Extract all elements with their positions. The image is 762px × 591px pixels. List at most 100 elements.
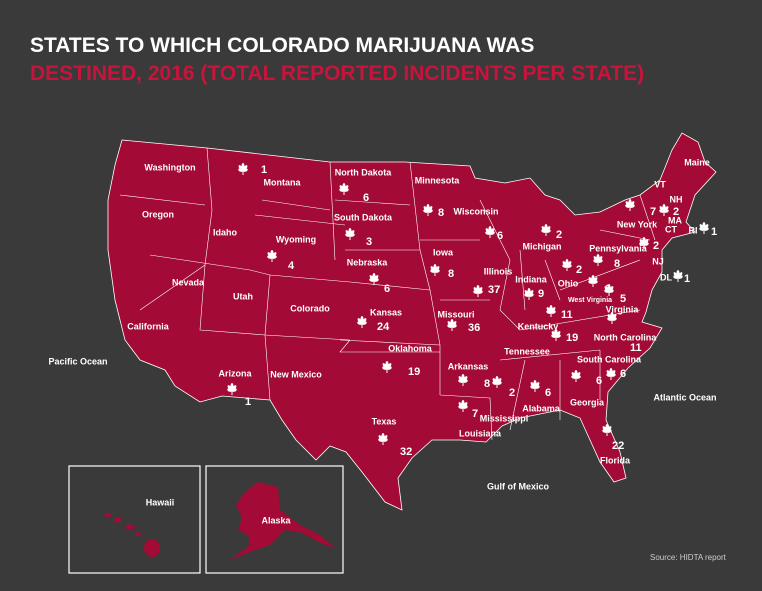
leaf-icon xyxy=(530,380,540,392)
source: Source: HIDTA report xyxy=(650,553,727,562)
state-count: 7 xyxy=(650,206,656,218)
state-count: 2 xyxy=(556,229,562,241)
leaf-blade xyxy=(550,310,556,314)
state-name: Alaska xyxy=(261,515,291,525)
state-count: 2 xyxy=(653,240,659,252)
state-name: North Dakota xyxy=(335,167,392,177)
hawaii-shape xyxy=(104,513,160,557)
state-name: Texas xyxy=(372,416,397,426)
leaf-blade xyxy=(434,269,440,273)
state-name: Illinois xyxy=(484,266,513,276)
state-borders xyxy=(119,147,656,441)
leaf-blade xyxy=(343,188,349,192)
state-name: Missouri xyxy=(437,309,474,319)
leaf-blade xyxy=(382,438,388,442)
leaf-icon xyxy=(541,224,551,236)
state-name: Tennessee xyxy=(504,346,550,356)
state-name: Georgia xyxy=(570,397,605,407)
state-name: Oregon xyxy=(142,209,174,219)
state-name: DL xyxy=(660,272,672,282)
state-count: 2 xyxy=(576,264,582,276)
state-name: Minnesota xyxy=(415,175,460,185)
state-name: Maine xyxy=(684,157,710,167)
state-count: 8 xyxy=(484,378,490,390)
leaf-blade xyxy=(555,334,561,338)
leaf-icon xyxy=(492,376,502,388)
leaf-blade xyxy=(462,379,468,383)
state-name: Iowa xyxy=(433,247,454,257)
leaf-blade xyxy=(677,275,683,279)
state-count: 6 xyxy=(545,387,551,399)
alaska-shape xyxy=(230,482,335,560)
state-name: New York xyxy=(617,219,658,229)
leaf-blade xyxy=(592,280,598,284)
leaf-blade xyxy=(643,242,649,246)
leaf-icon xyxy=(551,329,561,341)
leaf-blade xyxy=(386,366,392,370)
state-name: Wyoming xyxy=(276,234,316,244)
state-name: Colorado xyxy=(290,303,330,313)
state-count: 9 xyxy=(538,288,544,300)
leaf-blade xyxy=(611,317,617,321)
leaf-icon xyxy=(458,400,468,412)
leaf-blade xyxy=(703,227,709,231)
state-name: Pennsylvania xyxy=(589,243,648,253)
state-name: California xyxy=(127,321,170,331)
state-count: 11 xyxy=(561,309,573,321)
state-count: 6 xyxy=(497,230,503,242)
state-count: 1 xyxy=(261,164,267,176)
leaf-icon xyxy=(238,163,248,175)
title-line2: DESTINED, 2016 (TOTAL REPORTED INCIDENTS… xyxy=(30,62,644,85)
state-count: 1 xyxy=(684,273,690,285)
state-name: VT xyxy=(654,179,666,189)
state-count: 6 xyxy=(363,192,369,204)
leaf-icon xyxy=(473,285,483,297)
leaf-icon xyxy=(546,305,556,317)
leaf-icon xyxy=(423,204,433,216)
state-name: Idaho xyxy=(213,227,238,237)
state-count: 22 xyxy=(612,440,624,452)
state-name: Florida xyxy=(600,455,631,465)
leaf-blade xyxy=(462,405,468,409)
state-name: NJ xyxy=(652,256,664,266)
leaf-blade xyxy=(231,388,237,392)
state-name: Arkansas xyxy=(448,361,489,371)
leaf-blade xyxy=(534,385,540,389)
state-name: Ohio xyxy=(558,278,579,288)
state-count: 24 xyxy=(377,321,390,333)
state-name: Hawaii xyxy=(146,497,175,507)
leaf-icon xyxy=(369,273,379,285)
leaf-icon xyxy=(485,226,495,238)
state-count: 6 xyxy=(620,368,626,380)
leaf-blade xyxy=(349,233,355,237)
state-count: 8 xyxy=(614,258,620,270)
state-name: New Mexico xyxy=(270,369,322,379)
leaf-icon xyxy=(607,312,617,324)
leaf-blade xyxy=(489,231,495,235)
state-count: 19 xyxy=(566,332,578,344)
leaf-icon xyxy=(673,270,683,282)
leaf-icon xyxy=(562,259,572,271)
state-count: 32 xyxy=(400,446,412,458)
leaf-blade xyxy=(477,290,483,294)
state-name: Kansas xyxy=(370,307,402,317)
leaf-icon xyxy=(378,433,388,445)
state-name: Wisconsin xyxy=(454,206,499,216)
ocean-label: Atlantic Ocean xyxy=(653,392,716,402)
leaf-icon xyxy=(447,319,457,331)
leaf-blade xyxy=(242,168,248,172)
leaf-blade xyxy=(608,289,614,293)
hawaii-inset xyxy=(68,465,201,574)
leaf-icon xyxy=(430,264,440,276)
leaf-blade xyxy=(528,293,534,297)
state-name: NH xyxy=(670,194,683,204)
leaf-icon xyxy=(571,370,581,382)
leaf-icon xyxy=(639,237,649,249)
state-name: Mississippi xyxy=(480,413,529,423)
us-outline xyxy=(107,132,717,511)
state-count: 7 xyxy=(472,408,478,420)
state-name: Kentucky xyxy=(518,321,559,331)
leaf-blade xyxy=(373,278,379,282)
leaf-blade xyxy=(610,373,616,377)
state-name: Virginia xyxy=(606,304,640,314)
